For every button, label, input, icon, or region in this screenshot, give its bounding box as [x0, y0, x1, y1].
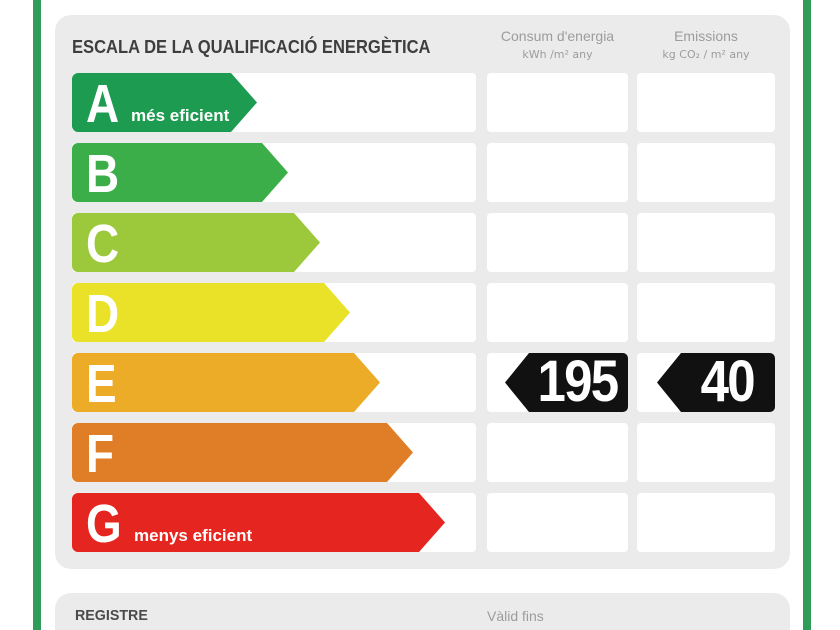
consum-cell	[487, 73, 628, 132]
emissions-label: Emissions	[674, 28, 738, 44]
emissions-cell	[637, 423, 775, 482]
rating-letter: F	[86, 424, 115, 484]
rating-arrow-D: D	[72, 283, 350, 342]
emissions-cell	[637, 493, 775, 552]
emissions-cell	[637, 73, 775, 132]
consum-label: Consum d'energia	[500, 28, 615, 44]
column-header-consum: Consum d'energia kWh /m² any	[487, 27, 628, 62]
rating-letter: A	[86, 74, 120, 134]
scale-row-D: D	[72, 283, 775, 342]
valid-fins-label: Vàlid fins	[487, 608, 544, 624]
consum-unit: kWh /m² any	[522, 47, 593, 61]
emissions-unit: kg CO₂ / m² any	[662, 47, 750, 61]
rating-arrow-C: C	[72, 213, 320, 272]
column-header-emissions: Emissions kg CO₂ / m² any	[637, 27, 775, 62]
rating-letter: E	[86, 354, 117, 414]
rating-letter: B	[86, 144, 120, 204]
rating-letter: D	[86, 284, 120, 344]
consum-cell	[487, 493, 628, 552]
consum-cell	[487, 283, 628, 342]
rating-arrow-E: E	[72, 353, 380, 412]
emissions-cell	[637, 283, 775, 342]
emissions-cell	[637, 213, 775, 272]
energy-scale-panel: ESCALA DE LA QUALIFICACIÓ ENERGÈTICA Con…	[55, 15, 790, 569]
emissions-cell	[637, 143, 775, 202]
frame-right-border	[803, 0, 811, 630]
consum-cell	[487, 143, 628, 202]
consum-value: 195	[537, 349, 620, 414]
efficiency-note: menys eficient	[134, 526, 253, 545]
rating-arrow-B: B	[72, 143, 288, 202]
emissions-value-badge: 40	[657, 353, 775, 412]
page-title: ESCALA DE LA QUALIFICACIÓ ENERGÈTICA	[72, 37, 431, 57]
consum-value-badge: 195	[505, 353, 628, 412]
scale-row-B: B	[72, 143, 775, 202]
frame-left-border	[33, 0, 41, 630]
scale-row-E: E 195 40	[72, 353, 775, 412]
registre-label: REGISTRE	[75, 607, 148, 624]
emissions-value: 40	[700, 349, 755, 414]
scale-row-F: F	[72, 423, 775, 482]
registre-panel: REGISTRE Vàlid fins	[55, 593, 790, 630]
rating-arrow-F: F	[72, 423, 413, 482]
consum-cell	[487, 423, 628, 482]
consum-cell	[487, 213, 628, 272]
rating-letter: G	[86, 494, 122, 554]
scale-row-C: C	[72, 213, 775, 272]
rating-letter: C	[86, 214, 120, 274]
efficiency-note: més eficient	[131, 106, 230, 125]
